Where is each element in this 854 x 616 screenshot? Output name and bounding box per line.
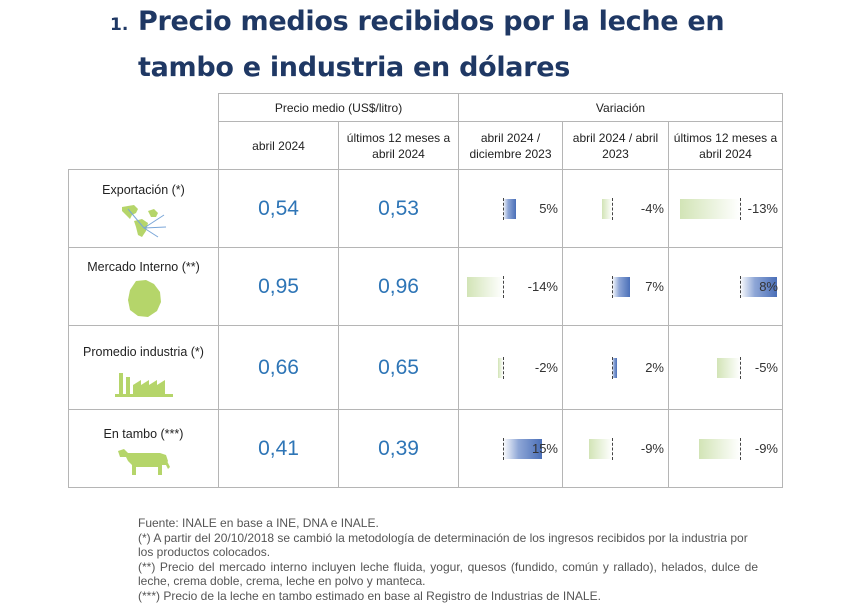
header-variation-group: Variación — [458, 93, 783, 122]
title-number: 1. — [110, 15, 129, 35]
table-row: Promedio industria (*) 0,66 0,65 -2% 2% … — [68, 325, 783, 410]
header-price-group: Precio medio (US$/litro) — [218, 93, 459, 122]
variation-bar — [740, 276, 777, 297]
variation-axis — [740, 275, 741, 298]
variation-axis — [612, 275, 613, 298]
variation-label: -14% — [527, 278, 558, 294]
price-month-cell: 0,54 — [218, 169, 339, 248]
variation-bar — [699, 438, 740, 459]
variation-cell: 2% — [562, 325, 669, 410]
uruguay-map-icon — [127, 279, 161, 317]
variation-cell: 7% — [562, 247, 669, 326]
title-line-1: Precio medios recibidos por la leche en — [138, 6, 725, 37]
variation-axis — [612, 197, 613, 220]
variation-axis — [503, 437, 504, 460]
footer-source: Fuente: INALE en base a INE, DNA e INALE… — [138, 516, 379, 530]
category-cell-export: Exportación (*) — [68, 169, 219, 248]
category-label: Exportación (*) — [102, 182, 185, 197]
footer-note-2: (**) Precio del mercado interno incluyen… — [138, 559, 758, 589]
header-col-var-yoy: abril 2024 / abril 2023 — [562, 121, 669, 170]
price-12m-cell: 0,39 — [338, 409, 459, 488]
variation-axis — [740, 197, 741, 220]
category-cell-industry: Promedio industria (*) — [68, 325, 219, 410]
variation-axis — [503, 197, 504, 220]
variation-label: -9% — [640, 440, 664, 456]
header-col-price-12m: últimos 12 meses a abril 2024 — [338, 121, 459, 170]
header-col-price-month: abril 2024 — [218, 121, 339, 170]
price-12m-cell: 0,96 — [338, 247, 459, 326]
variation-cell: -5% — [668, 325, 783, 410]
variation-label: -9% — [754, 440, 778, 456]
variation-label: 8% — [759, 278, 778, 294]
variation-label: 15% — [531, 440, 558, 456]
variation-axis — [740, 356, 741, 379]
variation-label: 5% — [539, 200, 558, 216]
variation-cell: 8% — [668, 247, 783, 326]
variation-cell: 5% — [458, 169, 563, 248]
variation-axis — [503, 356, 504, 379]
category-label: Mercado Interno (**) — [87, 259, 200, 274]
variation-cell: -13% — [668, 169, 783, 248]
variation-axis — [740, 437, 741, 460]
cow-icon — [117, 448, 170, 475]
price-12m-cell: 0,65 — [338, 325, 459, 410]
category-label: En tambo (***) — [103, 426, 184, 441]
variation-label: -13% — [747, 200, 778, 216]
variation-label: 7% — [645, 278, 664, 294]
variation-cell: -2% — [458, 325, 563, 410]
variation-label: 2% — [645, 359, 664, 375]
variation-axis — [503, 275, 504, 298]
variation-bar — [503, 198, 516, 219]
variation-cell: -9% — [668, 409, 783, 488]
variation-bar — [612, 276, 630, 297]
footer-notes: Fuente: INALE en base a INE, DNA e INALE… — [138, 516, 758, 603]
variation-cell: -14% — [458, 247, 563, 326]
variation-bar — [589, 438, 612, 459]
category-cell-domestic: Mercado Interno (**) — [68, 247, 219, 326]
variation-cell: -9% — [562, 409, 669, 488]
variation-cell: -4% — [562, 169, 669, 248]
variation-axis — [612, 437, 613, 460]
table-row: Mercado Interno (**) 0,95 0,96 -14% 7% 8… — [68, 247, 783, 326]
variation-bar — [717, 357, 740, 378]
factory-icon — [114, 372, 173, 397]
table-corner — [68, 93, 219, 170]
table-row: Exportación (*) 0,54 0,53 5% -4% -13% — [68, 169, 783, 248]
variation-bar — [612, 357, 617, 378]
table-row: En tambo (***) 0,41 0,39 15% -9% -9% — [68, 409, 783, 488]
footer-note-1: (*) A partir del 20/10/2018 se cambió la… — [138, 530, 748, 560]
title-line-2: tambo e industria en dólares — [138, 52, 571, 83]
variation-bar — [503, 438, 542, 459]
price-month-cell: 0,41 — [218, 409, 339, 488]
variation-bar — [498, 357, 503, 378]
world-map-icon — [121, 204, 166, 237]
variation-axis — [612, 356, 613, 379]
variation-label: -4% — [640, 200, 664, 216]
price-month-cell: 0,66 — [218, 325, 339, 410]
variation-bar — [680, 198, 740, 219]
category-cell-farm: En tambo (***) — [68, 409, 219, 488]
price-month-cell: 0,95 — [218, 247, 339, 326]
header-col-var-12m: últimos 12 meses a abril 2024 — [668, 121, 783, 170]
footer-note-3: (***) Precio de la leche en tambo estima… — [138, 588, 601, 603]
variation-bar — [602, 198, 612, 219]
variation-label: -5% — [754, 359, 778, 375]
header-col-var-dec: abril 2024 / diciembre 2023 — [458, 121, 563, 170]
price-table: Precio medio (US$/litro) Variación abril… — [68, 93, 783, 488]
variation-cell: 15% — [458, 409, 563, 488]
variation-bar — [467, 276, 503, 297]
variation-label: -2% — [534, 359, 558, 375]
price-12m-cell: 0,53 — [338, 169, 459, 248]
category-label: Promedio industria (*) — [83, 344, 204, 359]
